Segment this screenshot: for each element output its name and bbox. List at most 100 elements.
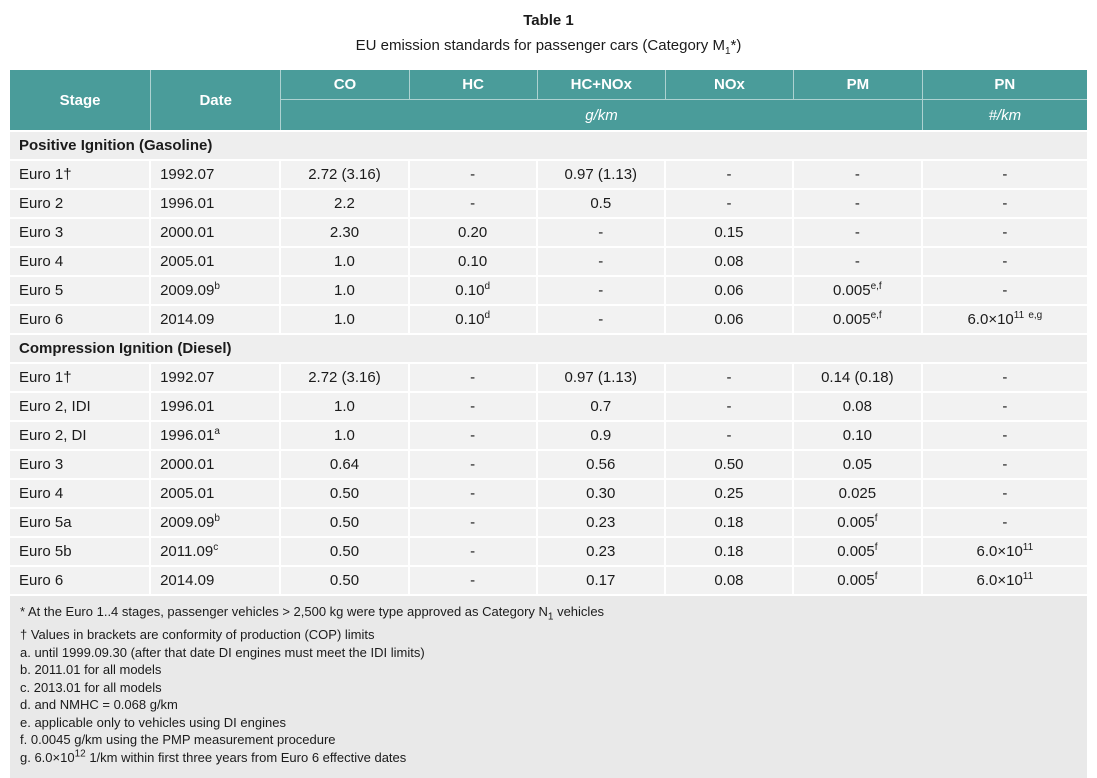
date-cell: 1996.01 bbox=[151, 188, 282, 217]
value-cell: - bbox=[665, 420, 795, 449]
footnote-line: b. 2011.01 for all models bbox=[20, 662, 162, 678]
value-cell: 0.50 bbox=[665, 449, 795, 478]
value-cell: 0.025 bbox=[794, 478, 923, 507]
stage-cell: Euro 5b bbox=[10, 536, 152, 565]
stage-cell: Euro 3 bbox=[10, 217, 152, 246]
section-header-row: Positive Ignition (Gasoline) bbox=[10, 130, 1087, 159]
value-cell: 6.0×1011 e,g bbox=[922, 304, 1087, 333]
value-cell: 0.005f bbox=[794, 536, 923, 565]
value-cell: - bbox=[409, 565, 538, 594]
value-cell: 0.9 bbox=[537, 420, 666, 449]
value-cell: - bbox=[794, 246, 923, 275]
value-cell: 2.72 (3.16) bbox=[281, 159, 410, 188]
footnote-line: a. until 1999.09.30 (after that date DI … bbox=[20, 644, 425, 660]
value-cell: 0.18 bbox=[665, 507, 795, 536]
table-row: Euro 4 2005.01 1.0 0.10-0.08- - bbox=[10, 246, 1087, 275]
date-cell: 1996.01a bbox=[151, 420, 282, 449]
value-cell: - bbox=[922, 449, 1087, 478]
value-cell: - bbox=[665, 362, 795, 391]
units-label-gkm: g/km bbox=[281, 100, 923, 130]
value-cell: 0.10 bbox=[794, 420, 923, 449]
table-header: Stage Date CO HC HC+NOx NOx PM PN g/km #… bbox=[10, 70, 1087, 130]
value-cell: - bbox=[665, 159, 795, 188]
value-cell: 0.7 bbox=[537, 391, 666, 420]
units-label-pn: #/km bbox=[922, 100, 1087, 130]
table-subtitle: EU emission standards for passenger cars… bbox=[355, 37, 742, 57]
value-cell: - bbox=[922, 391, 1087, 420]
value-cell: 2.72 (3.16) bbox=[281, 362, 410, 391]
table-row: Euro 2 1996.01 2.2-0.5- - - bbox=[10, 188, 1087, 217]
value-cell: - bbox=[922, 188, 1087, 217]
value-cell: 0.06 bbox=[665, 275, 795, 304]
table-caption: Table 1 EU emission standards for passen… bbox=[10, 12, 1087, 57]
date-cell: 1992.07 bbox=[151, 159, 282, 188]
value-cell: - bbox=[665, 188, 795, 217]
value-cell: 0.06 bbox=[665, 304, 795, 333]
value-cell: 0.30 bbox=[537, 478, 666, 507]
value-cell: - bbox=[409, 478, 538, 507]
stage-cell: Euro 1† bbox=[10, 362, 152, 391]
footnote-line: * At the Euro 1..4 stages, passenger veh… bbox=[20, 604, 605, 623]
table-row: Euro 2, IDI 1996.01 1.0-0.7-0.08- bbox=[10, 391, 1087, 420]
value-cell: - bbox=[409, 420, 538, 449]
table-row: Euro 6 2014.09 1.0 0.10d -0.06 0.005e,f 6.0×10… bbox=[10, 304, 1087, 333]
value-cell: 1.0 bbox=[281, 420, 410, 449]
value-cell: 0.005f bbox=[794, 565, 923, 594]
value-cell: - bbox=[922, 159, 1087, 188]
table-row: Euro 3 2000.01 2.30 0.20-0.15- - bbox=[10, 217, 1087, 246]
value-cell: 6.0×1011 bbox=[922, 536, 1087, 565]
date-cell: 2005.01 bbox=[151, 478, 282, 507]
value-cell: - bbox=[409, 449, 538, 478]
date-cell: 2000.01 bbox=[151, 449, 282, 478]
emissions-table: Stage Date CO HC HC+NOx NOx PM PN g/km #… bbox=[10, 70, 1087, 594]
column-header-co: CO bbox=[281, 70, 410, 100]
value-cell: - bbox=[409, 536, 538, 565]
section-label: Compression Ignition (Diesel) bbox=[10, 333, 1087, 362]
value-cell: - bbox=[922, 217, 1087, 246]
date-cell: 2011.09c bbox=[151, 536, 282, 565]
header-row-pollutants: Stage Date CO HC HC+NOx NOx PM PN bbox=[10, 70, 1087, 130]
footnote-line: g. 6.0×1012 1/km within first three year… bbox=[20, 748, 407, 765]
value-cell: 0.5 bbox=[537, 188, 666, 217]
value-cell: 0.15 bbox=[665, 217, 795, 246]
table-row: Euro 5 2009.09b 1.0 0.10d -0.06 0.005e,f - bbox=[10, 275, 1087, 304]
value-cell: 1.0 bbox=[281, 304, 410, 333]
value-cell: 0.50 bbox=[281, 565, 410, 594]
value-cell: 0.08 bbox=[665, 565, 795, 594]
value-cell: - bbox=[665, 391, 795, 420]
table-row: Euro 2, DI 1996.01a 1.0-0.9-0.10- bbox=[10, 420, 1087, 449]
date-cell: 2000.01 bbox=[151, 217, 282, 246]
value-cell: - bbox=[409, 188, 538, 217]
value-cell: 0.17 bbox=[537, 565, 666, 594]
table-row: Euro 1† 1992.07 2.72 (3.16) -0.97 (1.13) - - - bbox=[10, 159, 1087, 188]
value-cell: 0.005e,f bbox=[794, 275, 923, 304]
table-title: Table 1 bbox=[523, 12, 574, 29]
table-row: Euro 5b 2011.09c 0.50-0.23 0.18 0.005f 6.0×10… bbox=[10, 536, 1087, 565]
value-cell: 0.18 bbox=[665, 536, 795, 565]
footnote-line: e. applicable only to vehicles using DI … bbox=[20, 714, 286, 730]
stage-cell: Euro 2, IDI bbox=[10, 391, 152, 420]
value-cell: - bbox=[537, 304, 666, 333]
stage-cell: Euro 4 bbox=[10, 246, 152, 275]
stage-cell: Euro 4 bbox=[10, 478, 152, 507]
value-cell: 6.0×1011 bbox=[922, 565, 1087, 594]
value-cell: - bbox=[409, 507, 538, 536]
value-cell: - bbox=[922, 275, 1087, 304]
value-cell: - bbox=[537, 246, 666, 275]
value-cell: 0.10d bbox=[409, 304, 538, 333]
value-cell: - bbox=[537, 217, 666, 246]
stage-cell: Euro 2, DI bbox=[10, 420, 152, 449]
value-cell: 0.50 bbox=[281, 536, 410, 565]
date-cell: 1996.01 bbox=[151, 391, 282, 420]
value-cell: 1.0 bbox=[281, 391, 410, 420]
header-row-units: g/km #/km bbox=[10, 100, 1087, 130]
value-cell: 0.25 bbox=[665, 478, 795, 507]
value-cell: 0.005e,f bbox=[794, 304, 923, 333]
stage-cell: Euro 3 bbox=[10, 449, 152, 478]
stage-cell: Euro 1† bbox=[10, 159, 152, 188]
date-cell: 2009.09b bbox=[151, 275, 282, 304]
table-row: Euro 5a 2009.09b 0.50-0.23 0.18 0.005f - bbox=[10, 507, 1087, 536]
column-header-hc: HC bbox=[409, 70, 538, 100]
stage-cell: Euro 6 bbox=[10, 304, 152, 333]
table-body: Positive Ignition (Gasoline) Euro 1† 1992.… bbox=[10, 130, 1087, 594]
